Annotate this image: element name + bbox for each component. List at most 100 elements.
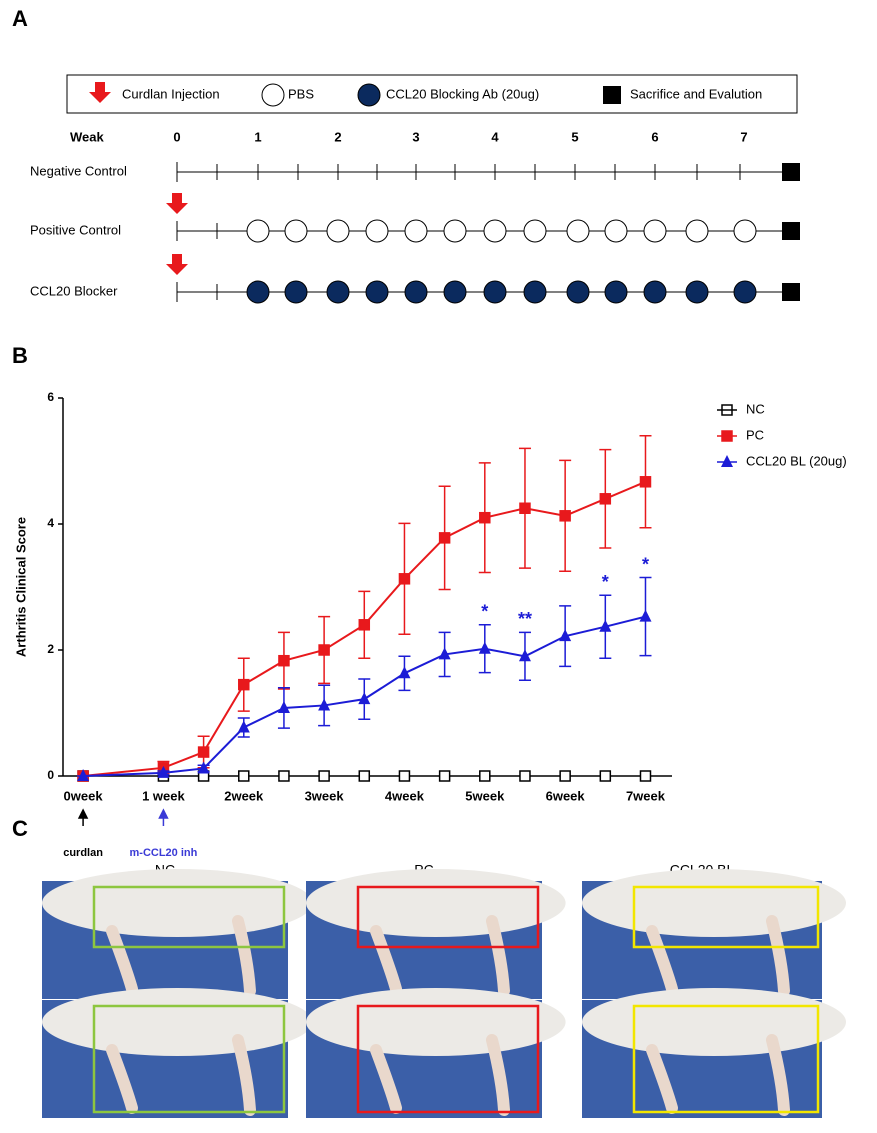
x-tick-label: 2week [224,788,264,803]
pbs-dose [285,220,307,242]
week-label: 6 [651,129,658,144]
marker [520,503,530,513]
legend-label: CCL20 BL (20ug) [746,453,847,468]
injection-arrow [166,193,188,214]
y-axis-label: Arthritis Clinical Score [13,517,28,657]
marker [440,771,450,781]
marker [319,771,329,781]
legend-text: Sacrifice and Evalution [630,86,762,101]
week-label: 2 [334,129,341,144]
marker [319,645,329,655]
schedule: 01234567Negative ControlPositive Control… [30,129,800,303]
marker [239,680,249,690]
sacrifice [782,163,800,181]
panel-label: B [12,343,28,368]
arrow-marker [79,810,87,826]
y-tick-label: 2 [47,642,54,656]
ab-dose [567,281,589,303]
legend-text: PBS [288,86,314,101]
ab-dose [686,281,708,303]
x-tick-label: 1 week [142,788,185,803]
week-label: 5 [571,129,578,144]
marker [640,477,650,487]
marker [480,771,490,781]
marker [399,574,409,584]
arrow-label: m-CCL20 inh [130,847,198,859]
pbs-dose [734,220,756,242]
arrow-icon [89,82,111,103]
marker [279,771,289,781]
marker [359,771,369,781]
row-label: CCL20 Blocker [30,283,118,298]
rat-body [582,869,846,937]
marker [600,494,610,504]
ab-dose [285,281,307,303]
rat-body [42,988,313,1056]
sacrifice [782,283,800,301]
significance: * [602,572,609,592]
ab-dose [366,281,388,303]
legend-text: Curdlan Injection [122,86,220,101]
significance: * [481,602,488,622]
marker [479,642,491,654]
y-tick-label: 4 [47,516,54,530]
marker [359,620,369,630]
rat-body [42,869,313,937]
legend-label: NC [746,401,765,416]
rat-body [582,988,846,1056]
marker [639,610,651,622]
pbs-icon [262,84,284,106]
pbs-dose [484,220,506,242]
ab-icon [358,84,380,106]
pbs-dose [524,220,546,242]
week-label: 7 [740,129,747,144]
y-tick-label: 6 [47,390,54,404]
pbs-dose [405,220,427,242]
pbs-dose [444,220,466,242]
marker [600,771,610,781]
ab-dose [605,281,627,303]
figure: A B C Curdlan Injection PBS CCL20 Blocki… [0,0,877,1133]
injection-arrow [166,254,188,275]
marker [480,513,490,523]
week-label: 1 [254,129,261,144]
legend-marker [721,455,733,467]
marker [440,533,450,543]
ab-dose [444,281,466,303]
ab-dose [405,281,427,303]
pbs-dose [644,220,666,242]
x-tick-label: 6week [546,788,586,803]
marker [279,656,289,666]
y-tick-label: 0 [47,768,54,782]
x-tick-label: 3week [305,788,345,803]
sacrifice [782,222,800,240]
marker [520,771,530,781]
marker [560,771,570,781]
ab-dose [524,281,546,303]
pbs-dose [605,220,627,242]
rat-body [306,869,566,937]
ab-dose [247,281,269,303]
marker [199,747,209,757]
legend-text: CCL20 Blocking Ab (20ug) [386,86,539,101]
significance: * [642,554,649,574]
pbs-dose [366,220,388,242]
marker [560,511,570,521]
legend-label: PC [746,427,764,442]
pbs-dose [247,220,269,242]
ab-dose [734,281,756,303]
x-tick-label: 4week [385,788,425,803]
arrow-marker [159,810,167,826]
pbs-dose [327,220,349,242]
ab-dose [644,281,666,303]
pbs-dose [567,220,589,242]
rat-body [306,988,566,1056]
x-tick-label: 7week [626,788,666,803]
row-label: Negative Control [30,163,127,178]
marker [399,771,409,781]
ab-dose [484,281,506,303]
week-label: 4 [491,129,499,144]
arrow-label: curdlan [63,847,103,859]
x-tick-label: 5week [465,788,505,803]
